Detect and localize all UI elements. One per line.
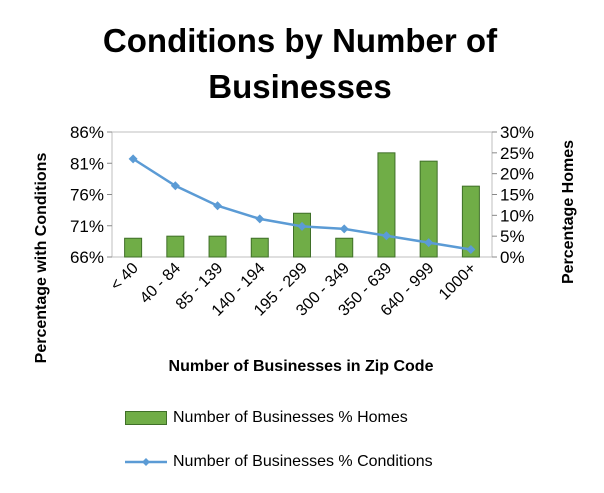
- point-conditions: [297, 221, 307, 231]
- bar-homes: [250, 237, 269, 258]
- left-tick-label: 86%: [70, 123, 104, 142]
- right-tick-label: 20%: [500, 165, 534, 184]
- point-conditions: [381, 231, 391, 241]
- chart-title: Conditions by Number of Businesses: [102, 22, 498, 105]
- y-axis-label-left: Percentage with Conditions: [33, 153, 50, 364]
- x-tick-label: < 40: [108, 260, 142, 294]
- legend: Number of Businesses % Homes Number of B…: [125, 405, 433, 493]
- bar-homes: [377, 152, 396, 258]
- legend-swatch-homes: [125, 411, 167, 425]
- left-tick-label: 71%: [70, 217, 104, 236]
- point-conditions: [255, 214, 265, 224]
- point-conditions: [170, 181, 180, 191]
- right-tick-label: 25%: [500, 144, 534, 163]
- left-tick-label: 66%: [70, 248, 104, 267]
- point-conditions: [466, 245, 476, 254]
- x-axis-label: Number of Businesses in Zip Code: [169, 358, 434, 375]
- left-tick-label: 81%: [70, 154, 104, 173]
- bar-homes: [166, 235, 185, 258]
- bar-homes: [461, 185, 480, 258]
- bar-homes: [335, 237, 354, 258]
- y-axis-label-right: Percentage Homes: [560, 140, 577, 284]
- right-tick-label: 5%: [500, 227, 525, 246]
- x-tick-label: 1000+: [436, 260, 480, 304]
- bar-homes: [208, 235, 227, 258]
- bar-homes: [293, 212, 311, 258]
- bar-homes: [124, 237, 143, 258]
- bar-homes: [419, 160, 438, 258]
- right-tick-label: 15%: [500, 186, 534, 205]
- point-conditions: [128, 154, 138, 164]
- left-tick-label: 76%: [70, 186, 104, 205]
- point-conditions: [213, 201, 223, 211]
- legend-label-conditions: Number of Businesses % Conditions: [173, 453, 433, 470]
- legend-item-conditions: Number of Businesses % Conditions: [125, 449, 433, 475]
- right-tick-label: 10%: [500, 206, 534, 225]
- legend-swatch-conditions: [125, 458, 167, 466]
- legend-label-homes: Number of Businesses % Homes: [173, 409, 408, 426]
- right-tick-label: 30%: [500, 123, 534, 142]
- point-conditions: [339, 224, 349, 234]
- right-tick-label: 0%: [500, 248, 525, 267]
- legend-item-homes: Number of Businesses % Homes: [125, 405, 433, 431]
- point-conditions: [424, 238, 434, 248]
